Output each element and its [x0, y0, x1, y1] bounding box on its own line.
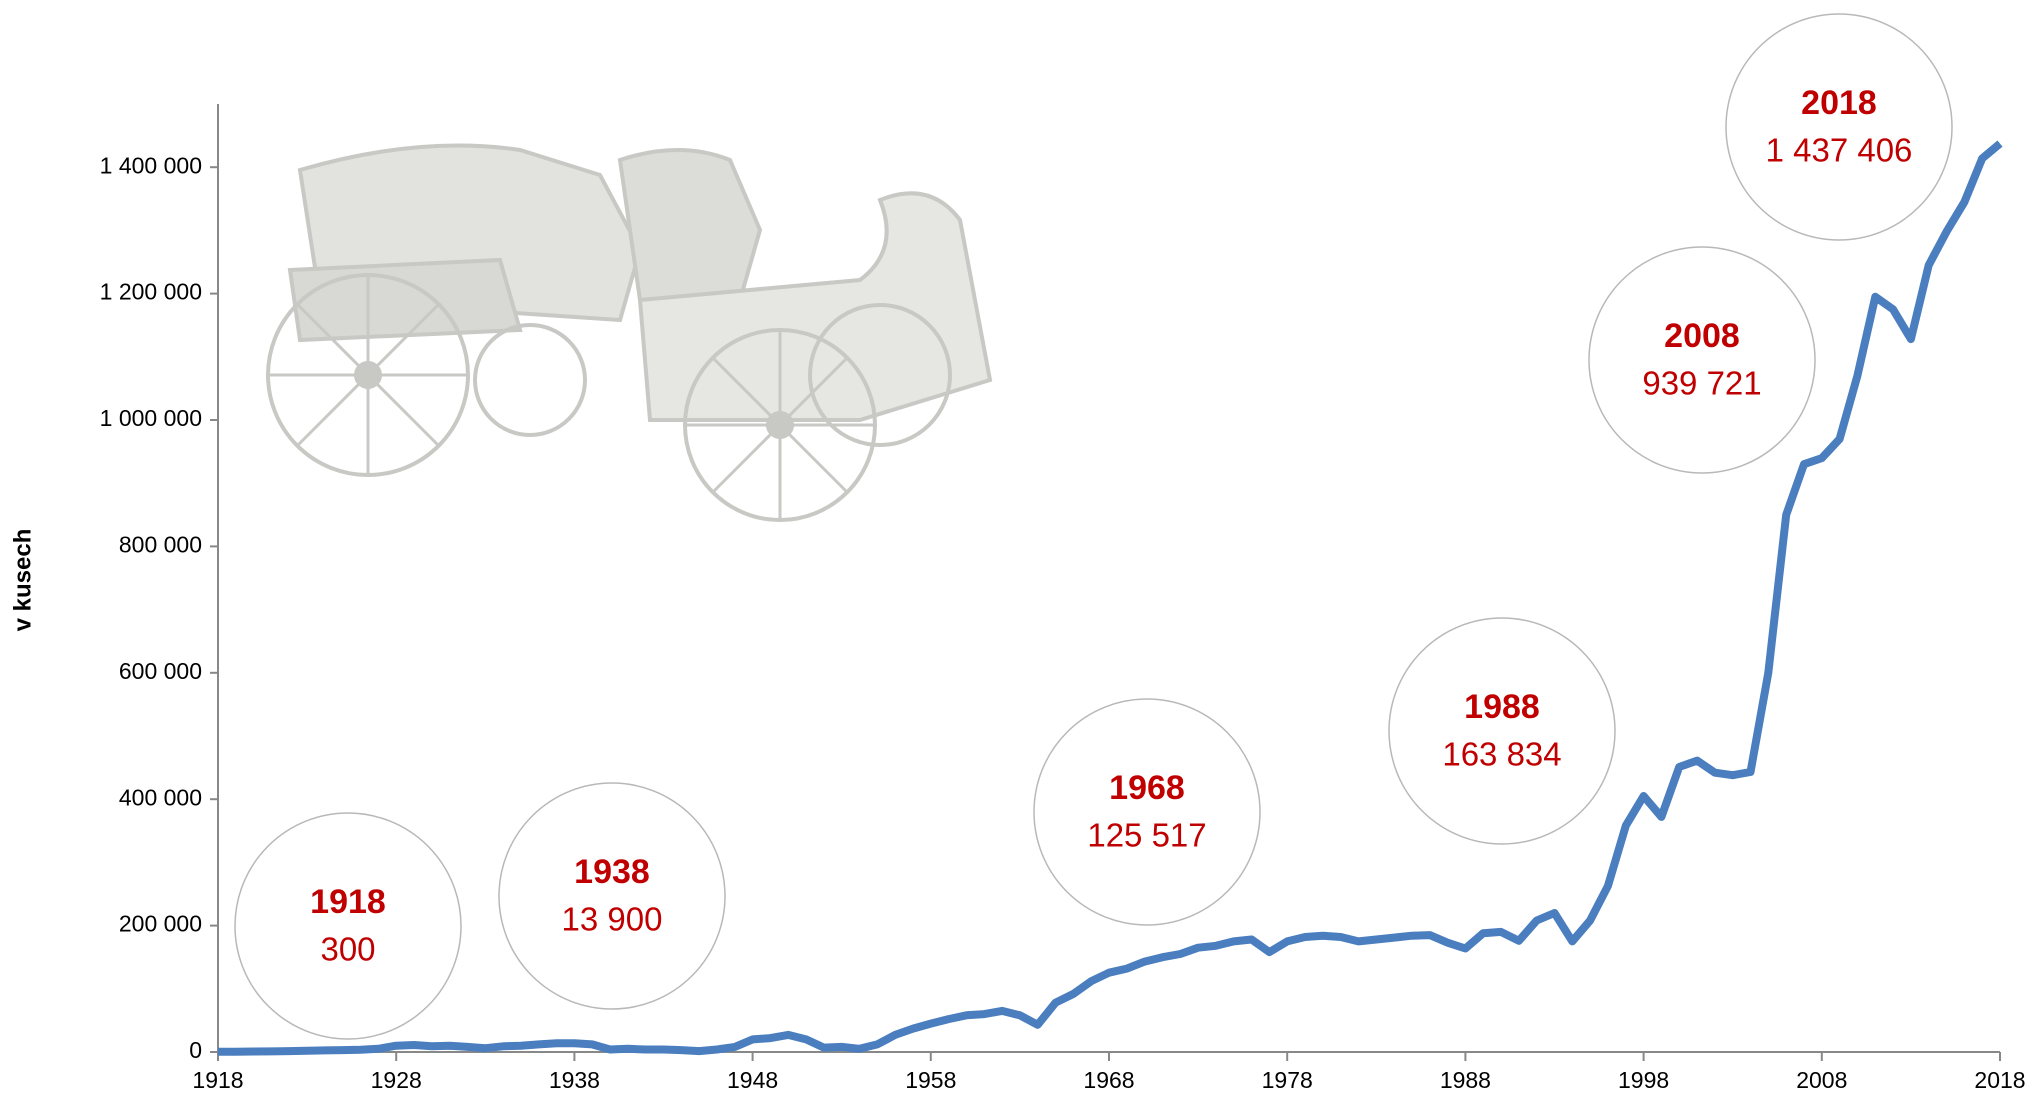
annotation-circle	[1726, 14, 1952, 240]
x-tick-label: 1958	[905, 1067, 956, 1093]
annotation-circle	[235, 813, 461, 1039]
x-tick-label: 2018	[1974, 1067, 2025, 1093]
annotation-value: 163 834	[1442, 736, 1561, 773]
y-axis-label: v kusech	[9, 529, 36, 632]
annotation-value: 939 721	[1642, 365, 1761, 402]
y-tick-label: 200 000	[119, 911, 202, 937]
y-tick-label: 1 200 000	[100, 279, 202, 305]
annotation-circle	[1034, 699, 1260, 925]
annotation-circle	[1389, 618, 1615, 844]
annotation-year: 2008	[1664, 317, 1740, 355]
annotation-circle	[499, 783, 725, 1009]
x-tick-label: 1928	[371, 1067, 422, 1093]
annotation-circle	[1589, 247, 1815, 473]
annotation-value: 1 437 406	[1766, 132, 1913, 169]
annotation-year: 1988	[1464, 688, 1540, 726]
chart: v kusech 0 200 000 400 000 600 000 800 000 1 …	[0, 0, 2036, 1102]
x-tick-label: 2008	[1796, 1067, 1847, 1093]
y-tick-label: 600 000	[119, 658, 202, 684]
annotation-year: 1938	[574, 853, 650, 891]
y-tick-label: 800 000	[119, 531, 202, 557]
x-tick-label: 1978	[1262, 1067, 1313, 1093]
x-tick-label: 1938	[549, 1067, 600, 1093]
y-tick-label: 1 400 000	[100, 152, 202, 178]
x-tick-label: 1998	[1618, 1067, 1669, 1093]
annotation-value: 125 517	[1087, 817, 1206, 854]
x-tick-label: 1948	[727, 1067, 778, 1093]
y-tick-label: 1 000 000	[100, 405, 202, 431]
annotation-value: 13 900	[562, 901, 663, 938]
y-tick-label: 400 000	[119, 784, 202, 810]
annotation-value: 300	[320, 931, 375, 968]
annotation-year: 2018	[1801, 84, 1877, 122]
x-tick-label: 1918	[192, 1067, 243, 1093]
y-tick-label: 0	[189, 1037, 202, 1063]
x-tick-label: 1968	[1083, 1067, 1134, 1093]
car-illustration	[268, 146, 990, 521]
annotation-year: 1968	[1109, 769, 1185, 807]
annotation-year: 1918	[310, 883, 386, 921]
x-tick-label: 1988	[1440, 1067, 1491, 1093]
